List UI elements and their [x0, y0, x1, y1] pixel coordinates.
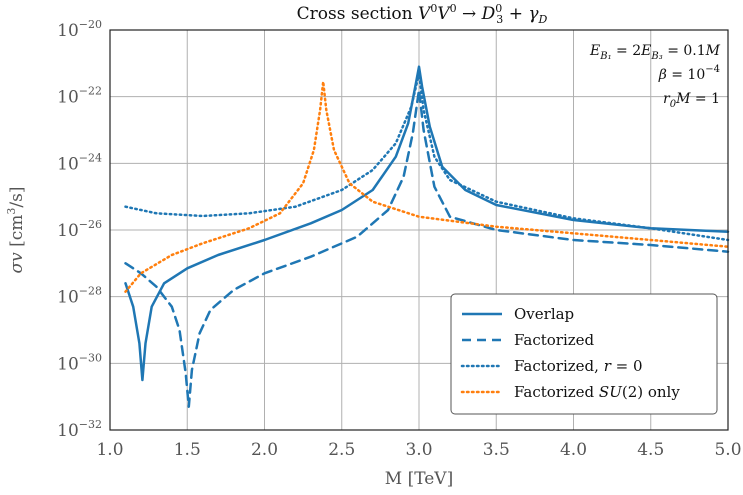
- y-tick-label: 10−30: [57, 351, 102, 374]
- annotation-box: EB₁ = 2EB₃ = 0.1M β = 10−4 r0M = 1: [589, 43, 721, 110]
- y-tick-labels: 10−20 10−22 10−24 10−26 10−28 10−30 10−32: [57, 18, 102, 441]
- x-tick-label: 4.5: [637, 440, 664, 460]
- y-tick-label: 10−32: [57, 418, 102, 441]
- chart-title: Cross section V0V0 → D0 3 + γD: [297, 2, 548, 26]
- x-tick-label: 5.0: [714, 440, 741, 460]
- legend-box: [450, 293, 718, 415]
- plot-frame: [109, 29, 729, 431]
- x-tick-label: 2.5: [328, 440, 355, 460]
- x-tick-label: 3.0: [405, 440, 432, 460]
- annotation-r0m: r0M = 1: [663, 91, 720, 110]
- y-tick-label: 10−22: [57, 85, 102, 108]
- x-tick-labels: 1.0 1.5 2.0 2.5 3.0 3.5 4.0 4.5 5.0: [96, 440, 741, 460]
- annotation-beta: β = 10−4: [658, 64, 720, 83]
- series-line-3: [124, 80, 730, 293]
- y-tick-label: 10−28: [57, 285, 102, 308]
- x-tick-label: 3.5: [483, 440, 510, 460]
- y-axis-title: σv [cm3/s]: [5, 187, 27, 274]
- x-tick-label: 1.0: [96, 440, 123, 460]
- y-tick-label: 10−24: [57, 151, 102, 174]
- legend-label-su2: Factorized SU(2) only: [514, 383, 680, 401]
- annotation-binding-energies: EB₁ = 2EB₃ = 0.1M: [589, 43, 721, 62]
- x-axis-title: M [TeV]: [385, 469, 453, 489]
- x-tick-label: 2.0: [251, 440, 278, 460]
- series-line-0: [124, 65, 730, 382]
- series-line-2: [124, 72, 730, 242]
- series-line-1: [124, 88, 730, 408]
- series-layer: [124, 65, 730, 408]
- x-tick-label: 1.5: [174, 440, 201, 460]
- y-tick-label: 10−20: [57, 18, 102, 41]
- y-tick-label: 10−26: [57, 218, 102, 241]
- legend-label-overlap: Overlap: [514, 305, 574, 323]
- legend: Overlap Factorized Factorized, r = 0 Fac…: [450, 293, 718, 415]
- legend-label-factorized-r0: Factorized, r = 0: [514, 357, 643, 375]
- legend-label-factorized: Factorized: [514, 331, 595, 349]
- x-tick-label: 4.0: [560, 440, 587, 460]
